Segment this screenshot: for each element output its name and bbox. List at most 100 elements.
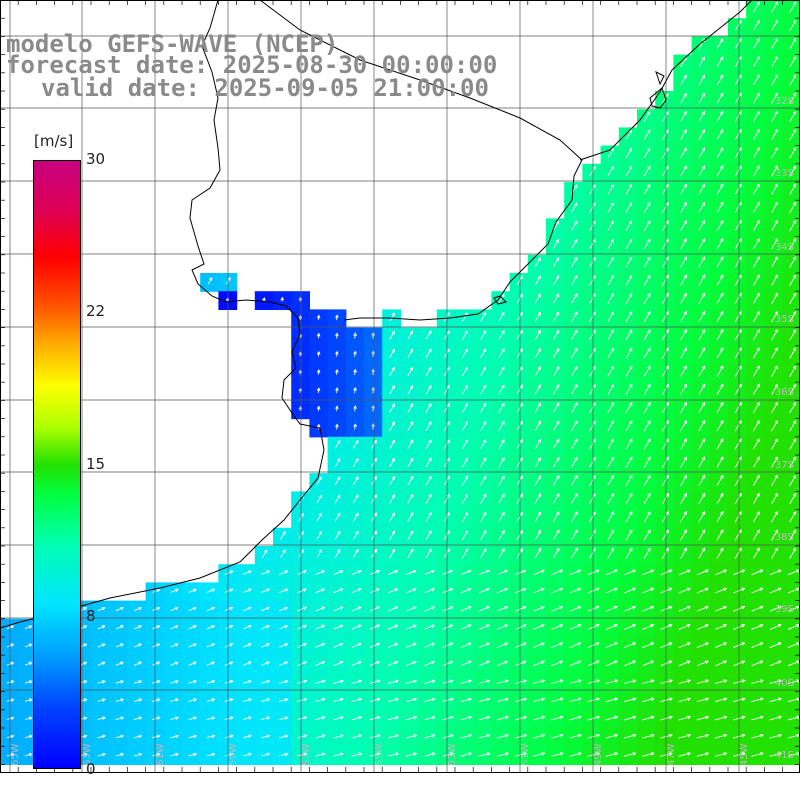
wind-arrow (589, 165, 596, 177)
wind-arrow (589, 329, 596, 341)
colorbar-label-22: 22 (86, 302, 106, 320)
wind-arrow (534, 275, 541, 286)
colorbar-label-8: 8 (86, 607, 96, 625)
lat-label: 40S (775, 678, 794, 689)
wind-arrow (680, 238, 687, 250)
lon-label: 45W (739, 743, 750, 766)
wind-arrow (643, 220, 651, 232)
wind-speed-cell (655, 109, 674, 128)
wind-arrow (752, 274, 760, 286)
wind-arrow (625, 256, 633, 268)
wind-arrow (680, 110, 687, 122)
wind-arrow (516, 275, 523, 286)
wind-speed-cell (600, 273, 620, 292)
lon-label: 57W (301, 743, 312, 766)
wind-arrow (589, 202, 596, 213)
wind-arrow (552, 347, 560, 359)
wind-arrow (498, 293, 505, 304)
wind-arrow (643, 238, 651, 250)
wind-arrow (698, 128, 706, 141)
wind-arrow (698, 292, 706, 305)
wind-arrow (771, 19, 778, 31)
wind-arrow (589, 274, 596, 286)
wind-arrow (716, 219, 724, 232)
wind-arrow (752, 201, 760, 214)
wind-arrow (534, 311, 541, 322)
wind-arrow (625, 347, 633, 359)
wind-arrow (625, 147, 633, 159)
wind-arrow (680, 256, 687, 268)
wind-arrow (716, 183, 724, 195)
wind-speed-cell (582, 327, 602, 347)
wind-arrow (316, 314, 321, 321)
wind-arrow (734, 128, 742, 141)
lat-label: 41S (775, 750, 794, 761)
wind-arrow (643, 274, 651, 286)
wind-arrow (752, 310, 760, 323)
wind-arrow (680, 147, 687, 159)
wind-arrow (771, 147, 778, 159)
wind-arrow (280, 296, 284, 302)
wind-arrow (571, 293, 578, 304)
wind-arrow (752, 110, 760, 123)
wind-arrow (680, 129, 687, 141)
wind-arrow (643, 347, 651, 359)
wind-arrow (734, 292, 742, 305)
wind-arrow (789, 92, 797, 104)
wind-speed-cell (436, 546, 456, 565)
wind-arrow (662, 183, 669, 195)
wind-speed-cell (527, 273, 547, 292)
wind-arrow (661, 292, 669, 304)
wind-arrow (552, 311, 560, 322)
lon-label: 51W (520, 743, 531, 766)
wind-arrow (643, 147, 651, 159)
wind-arrow (643, 111, 651, 122)
wind-arrow (734, 329, 742, 341)
wind-arrow (789, 238, 797, 250)
wind-arrow (571, 329, 578, 341)
wind-speed-cell (509, 546, 529, 565)
wind-arrow (589, 220, 596, 231)
wind-arrow (680, 92, 687, 104)
wind-arrow (716, 56, 724, 68)
wind-arrow (662, 256, 669, 268)
wind-arrow (771, 292, 778, 305)
wind-arrow (716, 292, 724, 305)
wind-speed-cell (673, 54, 693, 74)
wind-arrow (552, 275, 560, 286)
wind-arrow (607, 347, 614, 359)
wind-arrow (316, 350, 321, 357)
wind-arrow (643, 256, 651, 268)
wind-arrow (335, 314, 339, 321)
wind-arrow (771, 37, 778, 50)
wind-arrow (771, 128, 778, 141)
wind-arrow (771, 201, 778, 214)
wind-arrow (335, 332, 339, 339)
wind-arrow (625, 165, 633, 177)
wind-arrow (789, 256, 797, 268)
lat-label: 32S (775, 96, 794, 107)
wind-arrow (716, 147, 724, 159)
wind-arrow (680, 219, 687, 232)
wind-arrow (389, 312, 395, 322)
wind-arrow (734, 183, 742, 195)
wind-arrow (789, 165, 797, 177)
wind-arrow (680, 165, 687, 177)
wind-arrow (680, 201, 687, 213)
wind-arrow (680, 183, 687, 195)
wind-arrow (662, 219, 669, 232)
wind-arrow (552, 257, 560, 268)
wind-arrow (552, 329, 560, 341)
lon-label: 55W (374, 743, 385, 766)
wind-arrow (716, 274, 724, 286)
wind-arrow (771, 56, 778, 68)
wind-arrow (625, 238, 633, 250)
wind-arrow (789, 110, 797, 123)
wind-arrow (335, 350, 339, 357)
wind-arrow (698, 110, 706, 122)
wind-arrow (571, 220, 578, 231)
wind-arrow (771, 329, 778, 341)
wind-arrow (789, 128, 797, 141)
lat-label: 39S (775, 604, 794, 615)
wind-arrow (571, 274, 578, 286)
